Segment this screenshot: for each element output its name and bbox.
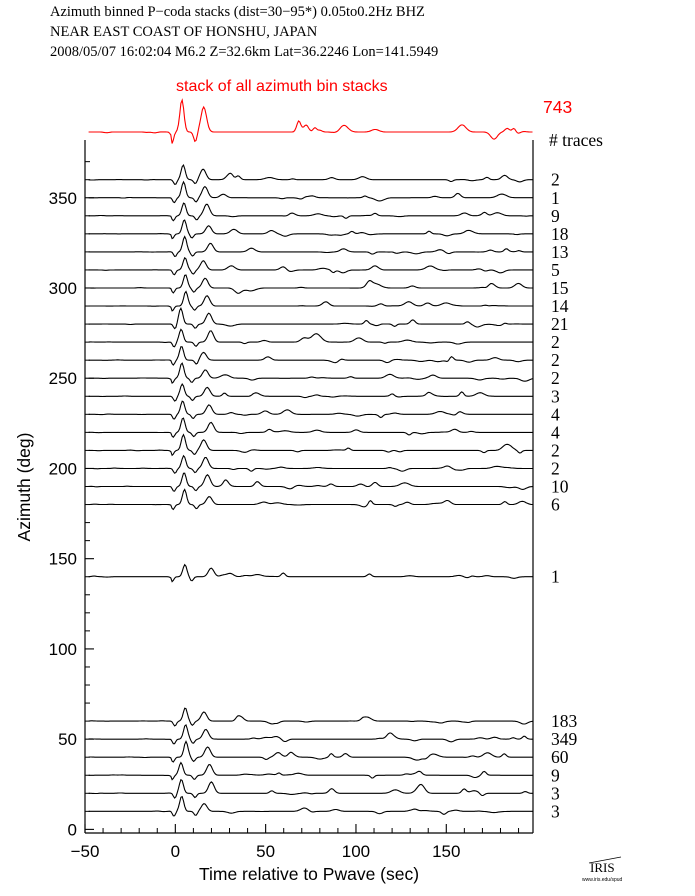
- x-tick-label: −50: [71, 842, 100, 861]
- trace-count-230: 4: [551, 404, 560, 424]
- iris-logo-text: IRIS: [590, 860, 615, 875]
- trace-count-270: 2: [551, 332, 560, 352]
- trace-count-240: 3: [551, 386, 560, 406]
- trace-azimuth-300: [88, 274, 533, 294]
- trace-count-140: 1: [551, 567, 560, 587]
- trace-azimuth-320: [88, 235, 533, 258]
- trace-count-340: 9: [551, 206, 560, 226]
- trace-count-300: 15: [551, 278, 569, 298]
- trace-count-360: 2: [551, 170, 560, 190]
- trace-azimuth-20: [88, 778, 533, 799]
- y-tick-label: 150: [49, 550, 77, 569]
- y-tick-label: 0: [68, 820, 77, 839]
- trace-count-280: 21: [551, 314, 569, 334]
- y-tick-label: 100: [49, 640, 77, 659]
- y-tick-label: 250: [49, 369, 77, 388]
- trace-count-330: 18: [551, 224, 569, 244]
- azimuth-bin-traces: [88, 164, 533, 817]
- x-tick-label: 100: [342, 842, 370, 861]
- trace-count-310: 5: [551, 260, 560, 280]
- header-line-3: 2008/05/07 16:02:04 M6.2 Z=32.6km Lat=36…: [50, 44, 438, 60]
- trace-azimuth-310: [88, 256, 533, 276]
- trace-azimuth-270: [88, 328, 533, 348]
- trace-azimuth-210: [88, 433, 533, 457]
- trace-count-20: 3: [551, 783, 560, 803]
- trace-count-190: 10: [551, 477, 569, 497]
- stack-label: stack of all azimuth bin stacks: [176, 78, 388, 95]
- trace-count-60: 183: [551, 711, 578, 731]
- trace-count-350: 1: [551, 188, 560, 208]
- trace-azimuth-40: [88, 740, 533, 763]
- trace-azimuth-30: [88, 761, 533, 781]
- trace-count-30: 9: [551, 765, 560, 785]
- trace-count-180: 6: [551, 495, 560, 515]
- x-tick-label: 0: [171, 842, 180, 861]
- trace-azimuth-180: [88, 488, 533, 511]
- trace-azimuth-290: [88, 290, 533, 312]
- x-tick-label: 50: [256, 842, 275, 861]
- y-tick-label: 300: [49, 279, 77, 298]
- trace-azimuth-360: [88, 164, 533, 185]
- trace-azimuth-220: [88, 417, 533, 438]
- trace-azimuth-250: [88, 362, 533, 385]
- trace-count-200: 2: [551, 458, 560, 478]
- trace-azimuth-240: [88, 383, 533, 402]
- y-axis-label: Azimuth (deg): [14, 433, 34, 542]
- y-axis-ticks: 0 50 100 150 200 250 300 350: [49, 161, 94, 839]
- trace-azimuth-200: [88, 454, 533, 474]
- trace-azimuth-350: [88, 180, 533, 204]
- trace-count-50: 349: [551, 729, 578, 749]
- header-line-2: NEAR EAST COAST OF HONSHU, JAPAN: [50, 24, 318, 40]
- trace-azimuth-330: [88, 219, 533, 240]
- x-axis-label: Time relative to Pwave (sec): [199, 864, 419, 884]
- trace-azimuth-50: [88, 723, 533, 745]
- x-axis-ticks: −50 0 50 100 150: [71, 824, 520, 861]
- header-line-1: Azimuth binned P−coda stacks (dist=30−95…: [50, 4, 425, 20]
- trace-count-320: 13: [551, 242, 569, 262]
- trace-azimuth-230: [88, 400, 533, 420]
- iris-logo-url: www.iris.edu/spud: [582, 877, 623, 883]
- trace-count-250: 2: [551, 368, 560, 388]
- trace-count-40: 60: [551, 747, 569, 767]
- y-tick-label: 50: [58, 730, 77, 749]
- trace-count-210: 2: [551, 440, 560, 460]
- trace-azimuth-140: [88, 563, 533, 583]
- traces-count-label: # traces: [549, 130, 603, 150]
- trace-azimuth-190: [88, 472, 533, 492]
- trace-count-10: 3: [551, 801, 560, 821]
- stack-trace: [88, 98, 533, 144]
- iris-logo: IRIS www.iris.edu/spud: [582, 856, 623, 883]
- trace-azimuth-280: [88, 307, 533, 330]
- stack-trace-count: 743: [543, 97, 572, 117]
- trace-count-220: 4: [551, 422, 560, 442]
- trace-azimuth-340: [88, 202, 533, 222]
- trace-azimuth-10: [88, 795, 533, 817]
- trace-azimuth-260: [88, 346, 533, 366]
- trace-count-290: 14: [551, 296, 569, 316]
- trace-count-260: 2: [551, 350, 560, 370]
- trace-azimuth-60: [88, 707, 533, 727]
- x-tick-label: 150: [432, 842, 460, 861]
- y-tick-label: 350: [49, 189, 77, 208]
- y-tick-label: 200: [49, 459, 77, 478]
